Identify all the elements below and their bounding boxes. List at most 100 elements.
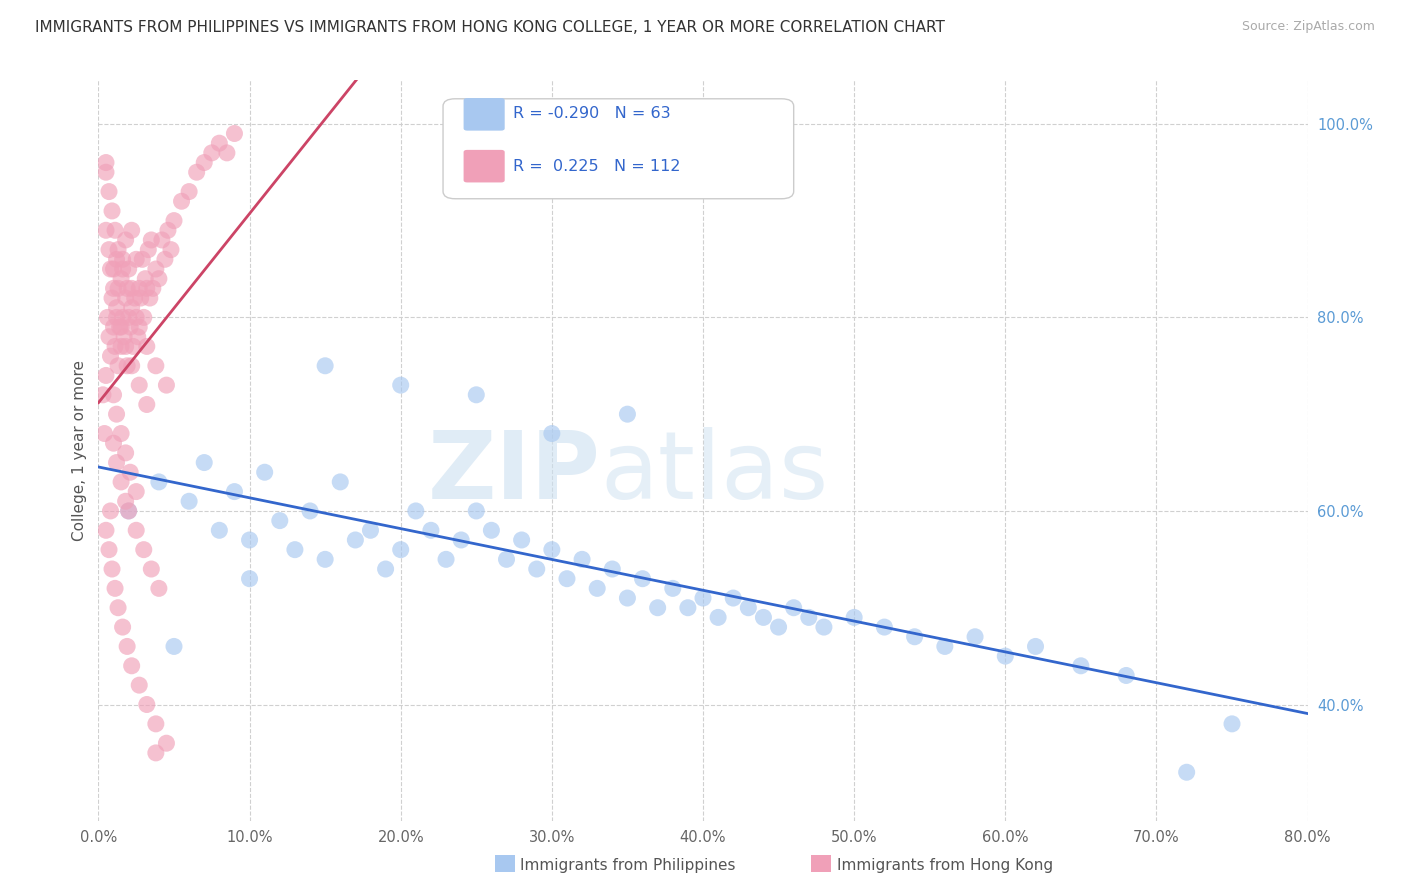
Point [115, 359, 138, 373]
Point [215, 145, 238, 160]
Point [360, 524, 382, 538]
Point [112, 330, 135, 344]
Point [1070, 658, 1092, 673]
Point [110, 426, 132, 441]
FancyBboxPatch shape [443, 99, 793, 199]
Point [110, 475, 132, 489]
Point [141, 233, 163, 247]
Point [107, 243, 129, 257]
Point [111, 252, 134, 267]
Point [156, 223, 179, 237]
Point [103, 436, 125, 450]
Point [145, 359, 167, 373]
Point [329, 475, 352, 489]
Point [208, 136, 231, 151]
Point [135, 397, 157, 411]
Point [115, 281, 138, 295]
Point [120, 465, 142, 479]
Point [104, 339, 127, 353]
Point [94, 165, 117, 179]
Point [555, 572, 578, 586]
Text: R =  0.225   N = 112: R = 0.225 N = 112 [513, 159, 681, 174]
Point [571, 552, 593, 566]
Point [128, 320, 150, 334]
Point [145, 746, 167, 760]
Point [616, 591, 638, 605]
Point [148, 271, 170, 285]
Point [103, 281, 125, 295]
Point [121, 223, 143, 237]
Point [114, 233, 136, 247]
Point [128, 281, 150, 295]
Point [135, 698, 157, 712]
Point [465, 388, 488, 402]
FancyBboxPatch shape [464, 98, 505, 130]
Point [224, 127, 246, 141]
Point [145, 262, 167, 277]
Point [139, 291, 162, 305]
Point [616, 407, 638, 421]
Point [163, 213, 186, 227]
Point [269, 514, 291, 528]
Point [737, 600, 759, 615]
Point [124, 291, 146, 305]
Point [314, 552, 336, 566]
Text: Source: ZipAtlas.com: Source: ZipAtlas.com [1241, 20, 1375, 33]
Point [374, 562, 396, 576]
Point [193, 456, 215, 470]
Point [148, 475, 170, 489]
Point [934, 640, 956, 654]
Point [93, 426, 115, 441]
Point [155, 378, 177, 392]
Text: atlas: atlas [600, 426, 828, 518]
Point [201, 145, 224, 160]
Point [110, 271, 132, 285]
Point [170, 194, 193, 209]
Y-axis label: College, 1 year or more: College, 1 year or more [72, 360, 87, 541]
Text: IMMIGRANTS FROM PHILIPPINES VS IMMIGRANTS FROM HONG KONG COLLEGE, 1 YEAR OR MORE: IMMIGRANTS FROM PHILIPPINES VS IMMIGRANT… [35, 20, 945, 35]
Point [101, 203, 124, 218]
Point [100, 504, 122, 518]
Point [344, 533, 367, 547]
Point [676, 600, 699, 615]
Point [1175, 765, 1198, 780]
Point [179, 185, 201, 199]
Point [752, 610, 775, 624]
Point [114, 339, 136, 353]
Point [1024, 640, 1046, 654]
Point [107, 281, 129, 295]
Point [450, 533, 472, 547]
Point [125, 252, 148, 267]
Point [111, 310, 134, 325]
Point [299, 504, 322, 518]
FancyBboxPatch shape [464, 150, 505, 183]
Point [118, 504, 141, 518]
Point [135, 339, 157, 353]
Point [136, 243, 159, 257]
Point [135, 281, 157, 295]
Point [145, 717, 167, 731]
Point [103, 262, 125, 277]
Point [105, 456, 128, 470]
Point [141, 562, 163, 576]
Point [153, 252, 176, 267]
Point [121, 658, 143, 673]
Point [129, 291, 152, 305]
Point [107, 600, 129, 615]
Point [602, 562, 624, 576]
Point [105, 252, 128, 267]
Point [118, 262, 141, 277]
Point [107, 359, 129, 373]
Point [904, 630, 927, 644]
Point [844, 610, 866, 624]
Text: Immigrants from Philippines: Immigrants from Philippines [520, 858, 735, 872]
Point [121, 359, 143, 373]
Point [813, 620, 835, 634]
Point [965, 630, 987, 644]
Point [94, 368, 117, 383]
Point [134, 271, 156, 285]
Point [155, 736, 177, 750]
Point [142, 281, 165, 295]
Point [481, 524, 503, 538]
Point [125, 484, 148, 499]
